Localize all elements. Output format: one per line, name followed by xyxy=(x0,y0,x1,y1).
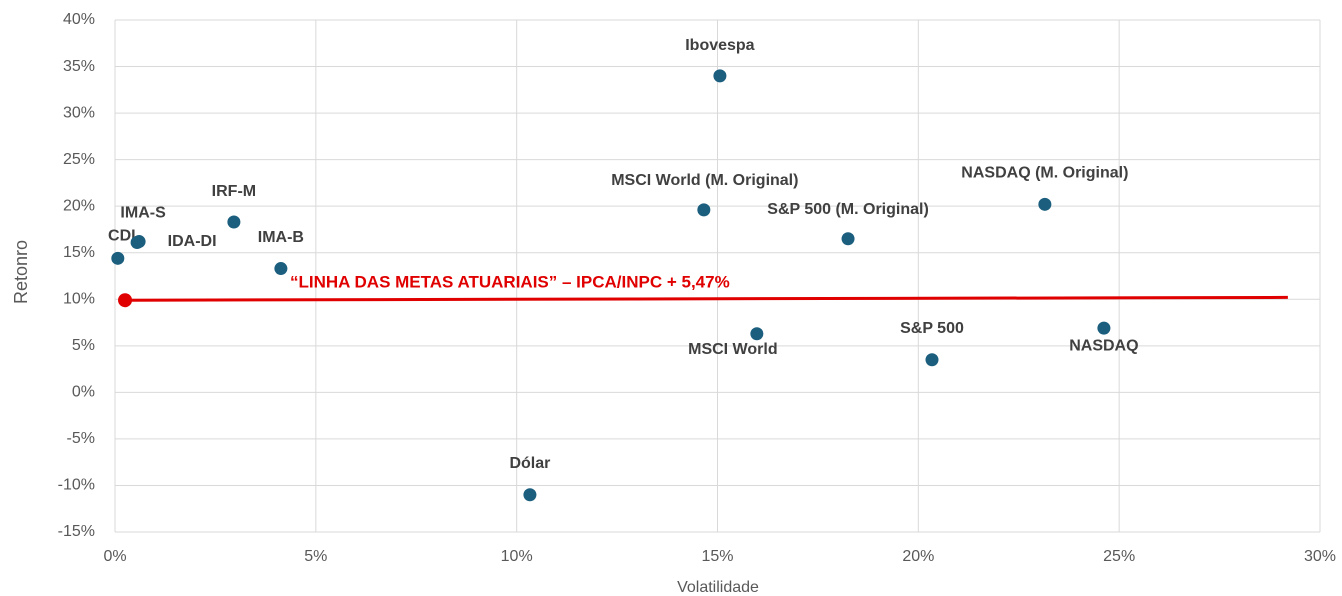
point-label: Dólar xyxy=(509,455,550,472)
y-tick-label: 30% xyxy=(63,104,95,121)
x-tick-label: 15% xyxy=(701,548,733,565)
point xyxy=(841,232,855,246)
point-label: NASDAQ xyxy=(1069,337,1138,354)
y-tick-label: 10% xyxy=(63,290,95,307)
target-label: “LINHA DAS METAS ATUARIAIS” – IPCA/INPC … xyxy=(290,272,730,291)
y-tick-label: 15% xyxy=(63,244,95,261)
point xyxy=(750,327,764,341)
point xyxy=(1097,321,1111,335)
point-label: MSCI World xyxy=(688,341,777,358)
target-marker xyxy=(118,293,133,308)
x-tick-label: 30% xyxy=(1304,548,1336,565)
point-label: CDI xyxy=(108,228,136,245)
point-label: IDA-DI xyxy=(168,233,217,250)
point xyxy=(1038,197,1052,211)
target-line xyxy=(125,295,1288,302)
point xyxy=(713,69,727,83)
x-tick-label: 10% xyxy=(501,548,533,565)
y-axis-title: Retonro xyxy=(11,240,31,304)
x-tick-label: 0% xyxy=(103,548,126,565)
y-tick-label: 35% xyxy=(63,58,95,75)
point-label: NASDAQ (M. Original) xyxy=(961,165,1128,182)
point-label: IRF-M xyxy=(212,183,256,200)
point-label: S&P 500 (M. Original) xyxy=(767,201,929,218)
x-tick-label: 25% xyxy=(1103,548,1135,565)
y-tick-label: 40% xyxy=(63,11,95,28)
point-label: IMA-B xyxy=(258,229,304,246)
y-tick-label: -15% xyxy=(58,523,95,540)
y-tick-label: 25% xyxy=(63,151,95,168)
point xyxy=(925,353,939,367)
x-axis-title: Volatilidade xyxy=(677,579,759,596)
y-tick-label: 5% xyxy=(72,337,95,354)
point xyxy=(697,203,711,217)
y-tick-label: -10% xyxy=(58,477,95,494)
point-label: Ibovespa xyxy=(685,37,754,54)
point xyxy=(274,262,288,276)
point-label: S&P 500 xyxy=(900,320,964,337)
point xyxy=(523,488,537,502)
x-tick-label: 5% xyxy=(304,548,327,565)
y-tick-label: -5% xyxy=(67,430,95,447)
point-label: IMA-S xyxy=(120,205,166,222)
point-label: MSCI World (M. Original) xyxy=(611,172,798,189)
point xyxy=(132,235,146,249)
y-tick-label: 0% xyxy=(72,384,95,401)
y-tick-label: 20% xyxy=(63,197,95,214)
point xyxy=(111,251,125,265)
point xyxy=(227,215,241,229)
x-tick-label: 20% xyxy=(902,548,934,565)
